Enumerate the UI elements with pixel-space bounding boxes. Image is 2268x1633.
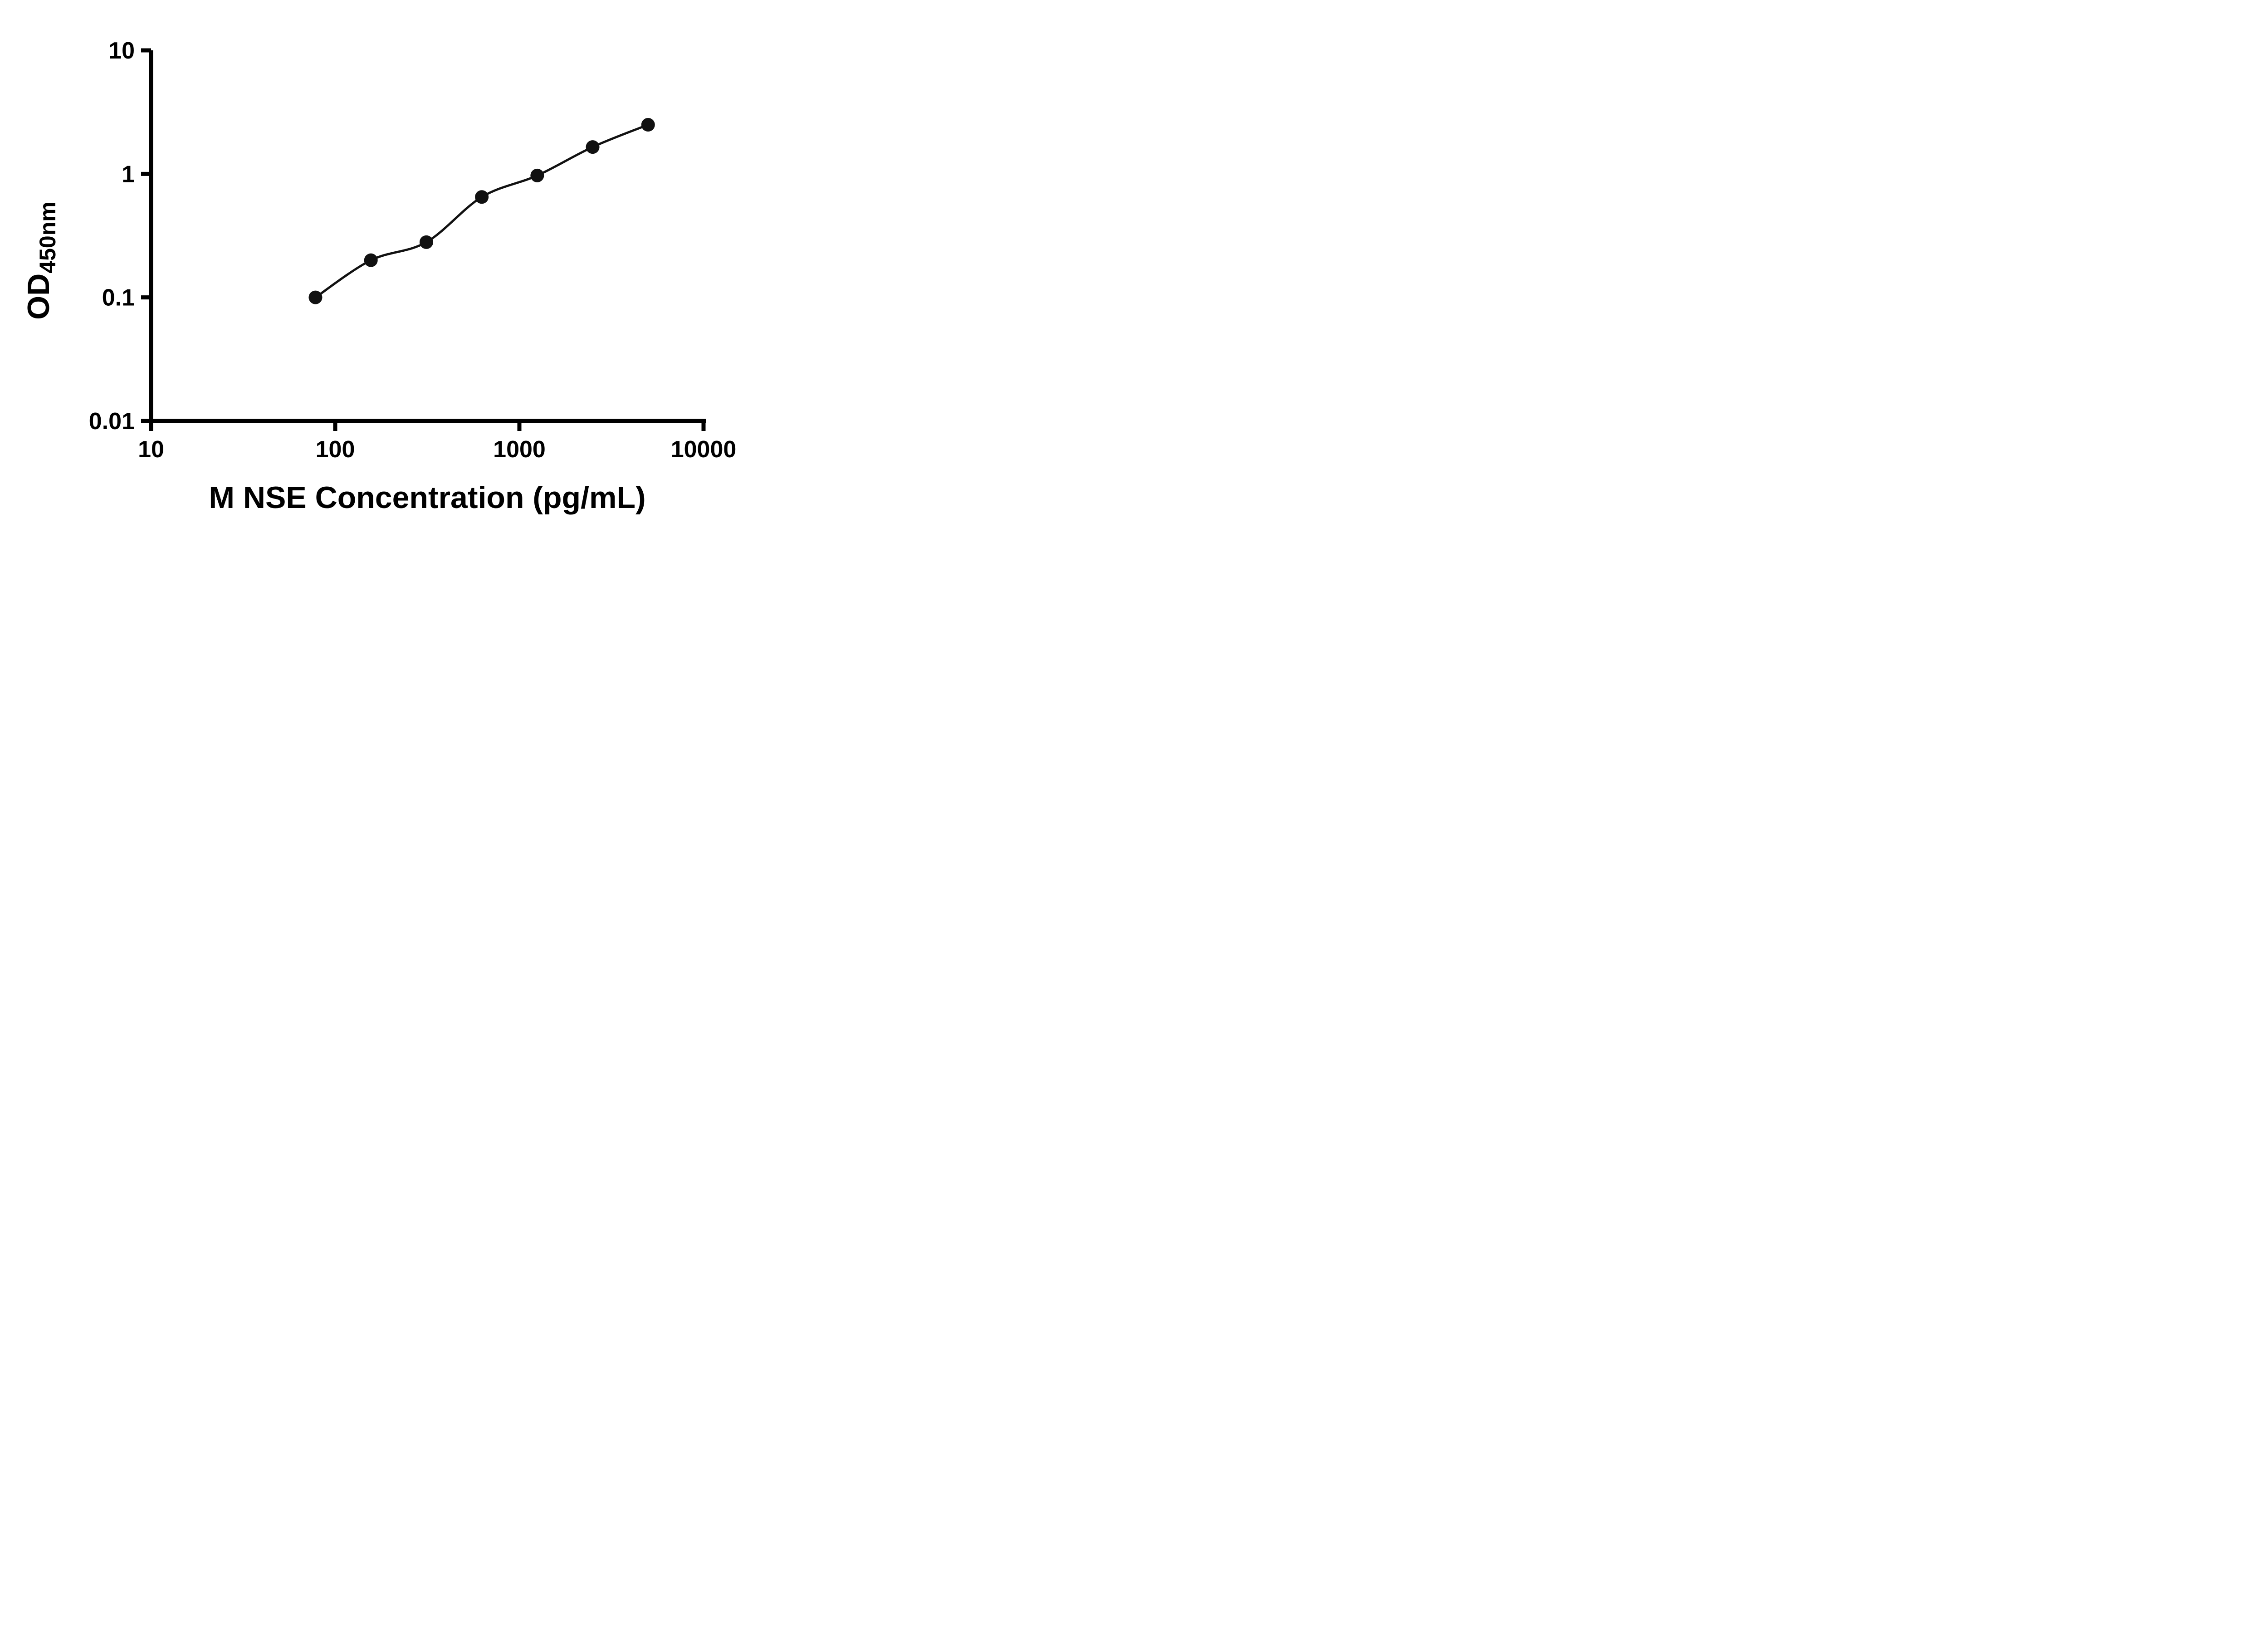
y-axis-tick-label: 10 — [108, 38, 135, 64]
x-axis-tick-label: 1000 — [493, 436, 546, 463]
data-point — [308, 290, 323, 304]
data-point — [641, 117, 655, 132]
y-axis-tick-label: 0.01 — [89, 408, 135, 435]
data-point — [530, 168, 544, 182]
standard-curve-chart: 10 100 1000 10000 0.01 0.1 1 10 M NSE Concentrat… — [21, 38, 737, 515]
x-axis-tick-label: 10 — [138, 436, 164, 463]
data-point — [475, 190, 489, 204]
y-axis-tick-label: 1 — [122, 161, 135, 187]
y-axis-title: OD450nm — [21, 201, 60, 319]
elisa-standard-curve-figure: 10 100 1000 10000 0.01 0.1 1 10 M NSE Concentrat… — [0, 0, 777, 544]
y-axis-tick-label: 0.1 — [102, 285, 135, 311]
y-axis-title-subscript: 450nm — [35, 201, 60, 273]
data-point — [419, 235, 433, 249]
data-point — [586, 140, 600, 154]
x-axis-title: M NSE Concentration (pg/mL) — [209, 480, 645, 515]
y-axis-title-main: OD — [21, 274, 56, 320]
data-point — [364, 253, 378, 267]
x-axis-tick-label: 10000 — [671, 436, 737, 463]
x-axis-tick-label: 100 — [316, 436, 355, 463]
